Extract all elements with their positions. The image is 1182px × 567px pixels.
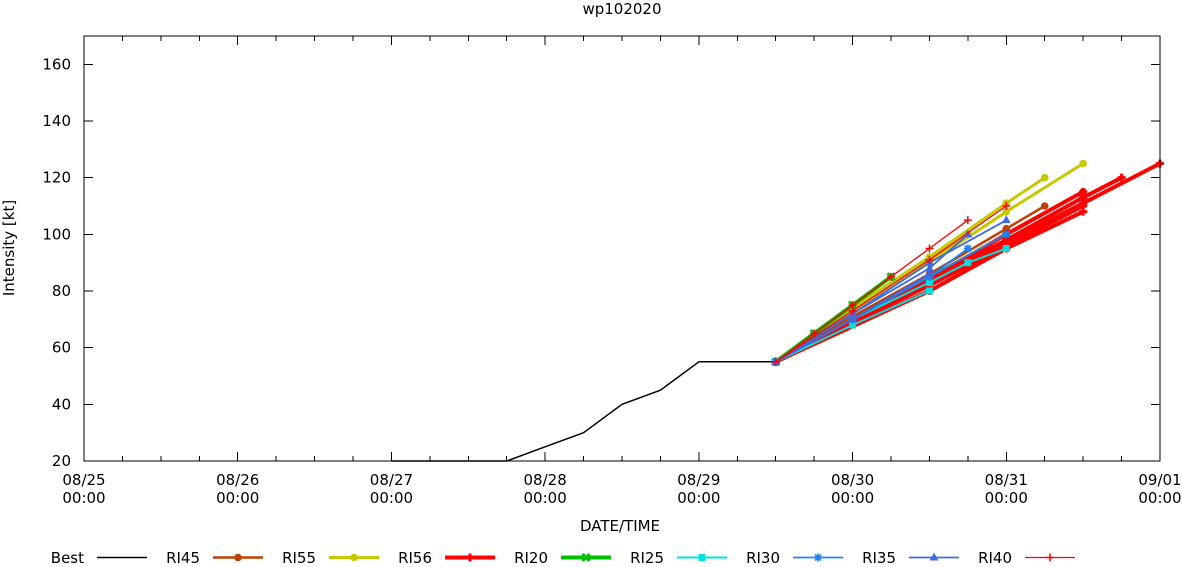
legend-marker: [1046, 553, 1054, 562]
point-ri25: [964, 259, 972, 267]
legend-item-ri20: RI20: [514, 549, 611, 567]
x-tick-label-time: 00:00: [370, 489, 413, 507]
axis-tick-labels: 08/2500:0008/2600:0008/2700:0008/2800:00…: [42, 55, 1181, 507]
x-tick-label-time: 00:00: [985, 489, 1028, 507]
legend: Best RI45 RI55 RI56 RI20 RI25 RI30 RI35 RI40: [51, 549, 1075, 567]
point-ri25: [1002, 245, 1010, 252]
legend-marker: [466, 553, 474, 562]
legend-label: RI40: [978, 549, 1012, 567]
point-ri55: [1040, 173, 1049, 182]
y-tick-label: 100: [42, 225, 71, 243]
legend-label: Best: [51, 549, 84, 567]
x-tick-label-date: 08/30: [831, 471, 874, 489]
legend-marker: [698, 554, 706, 561]
x-tick-label-date: 08/25: [62, 471, 105, 489]
legend-marker: [929, 552, 939, 561]
point-ri45: [1002, 224, 1011, 233]
x-tick-label-time: 00:00: [216, 489, 259, 507]
point-ri25: [849, 321, 857, 329]
legend-marker: [814, 553, 822, 562]
point-ri35: [924, 263, 934, 272]
x-tick-label-date: 08/26: [216, 471, 259, 489]
y-tick-label: 140: [42, 112, 71, 130]
x-tick-label-date: 08/28: [524, 471, 567, 489]
point-ri55: [1079, 159, 1087, 168]
point-ri30: [1002, 230, 1011, 239]
x-tick-label-time: 00:00: [524, 489, 567, 507]
line-ri40: [775, 219, 969, 363]
y-axis-label: Intensity [kt]: [0, 200, 18, 296]
legend-label: RI25: [630, 549, 664, 567]
series-ri40: [771, 202, 1011, 366]
legend-label: RI30: [746, 549, 780, 567]
legend-item-ri45: RI45: [166, 549, 263, 567]
legend-marker: [234, 553, 242, 562]
point-ri35: [924, 269, 934, 277]
x-tick-label-time: 00:00: [831, 489, 874, 507]
point-ri45: [1040, 202, 1049, 210]
legend-item-best: Best: [51, 549, 147, 567]
x-tick-label-time: 00:00: [1138, 489, 1181, 507]
line-ri35: [775, 233, 969, 363]
y-tick-label: 160: [42, 55, 71, 73]
line-ri40: [775, 205, 1007, 363]
legend-item-ri55: RI55: [282, 549, 379, 567]
point-ri56: [1079, 187, 1088, 196]
y-tick-label: 80: [52, 282, 71, 300]
point-ri35: [848, 314, 858, 323]
point-ri40: [1002, 202, 1011, 210]
point-ri40: [848, 306, 857, 315]
legend-item-ri25: RI25: [630, 549, 727, 567]
point-ri25: [925, 279, 933, 286]
point-ri25: [925, 287, 933, 295]
plot-series: [391, 159, 1164, 462]
legend-item-ri40: RI40: [978, 549, 1075, 567]
point-ri56: [1079, 207, 1088, 216]
legend-label: RI35: [862, 549, 896, 567]
point-ri40: [963, 216, 972, 225]
x-tick-label-time: 00:00: [677, 489, 720, 507]
y-tick-label: 40: [52, 395, 71, 413]
point-ri40: [771, 357, 780, 366]
point-ri40: [887, 272, 895, 281]
chart-title: wp102020: [582, 0, 661, 18]
legend-item-ri30: RI30: [746, 549, 843, 567]
point-ri40: [925, 244, 934, 253]
y-tick-label: 60: [52, 339, 71, 357]
point-ri56: [1117, 173, 1126, 182]
legend-item-ri56: RI56: [398, 549, 495, 567]
point-ri35: [1001, 215, 1011, 224]
x-tick-label-date: 08/31: [985, 471, 1028, 489]
x-tick-label-date: 09/01: [1138, 471, 1181, 489]
point-ri55: [1002, 207, 1011, 216]
point-ri40: [925, 255, 934, 264]
y-tick-label: 120: [42, 169, 71, 187]
legend-marker: [350, 553, 358, 562]
legend-label: RI20: [514, 549, 548, 567]
plot-border: [83, 35, 1161, 462]
y-tick-label: 20: [52, 452, 71, 470]
legend-label: RI56: [398, 549, 432, 567]
legend-item-ri35: RI35: [862, 549, 959, 567]
legend-marker: [581, 552, 591, 563]
x-axis-label: DATE/TIME: [580, 517, 660, 535]
legend-label: RI55: [282, 549, 316, 567]
point-ri30: [963, 244, 972, 253]
legend-label: RI45: [166, 549, 200, 567]
x-tick-label-time: 00:00: [62, 489, 105, 507]
x-tick-label-date: 08/27: [370, 471, 413, 489]
x-tick-label-date: 08/29: [677, 471, 720, 489]
